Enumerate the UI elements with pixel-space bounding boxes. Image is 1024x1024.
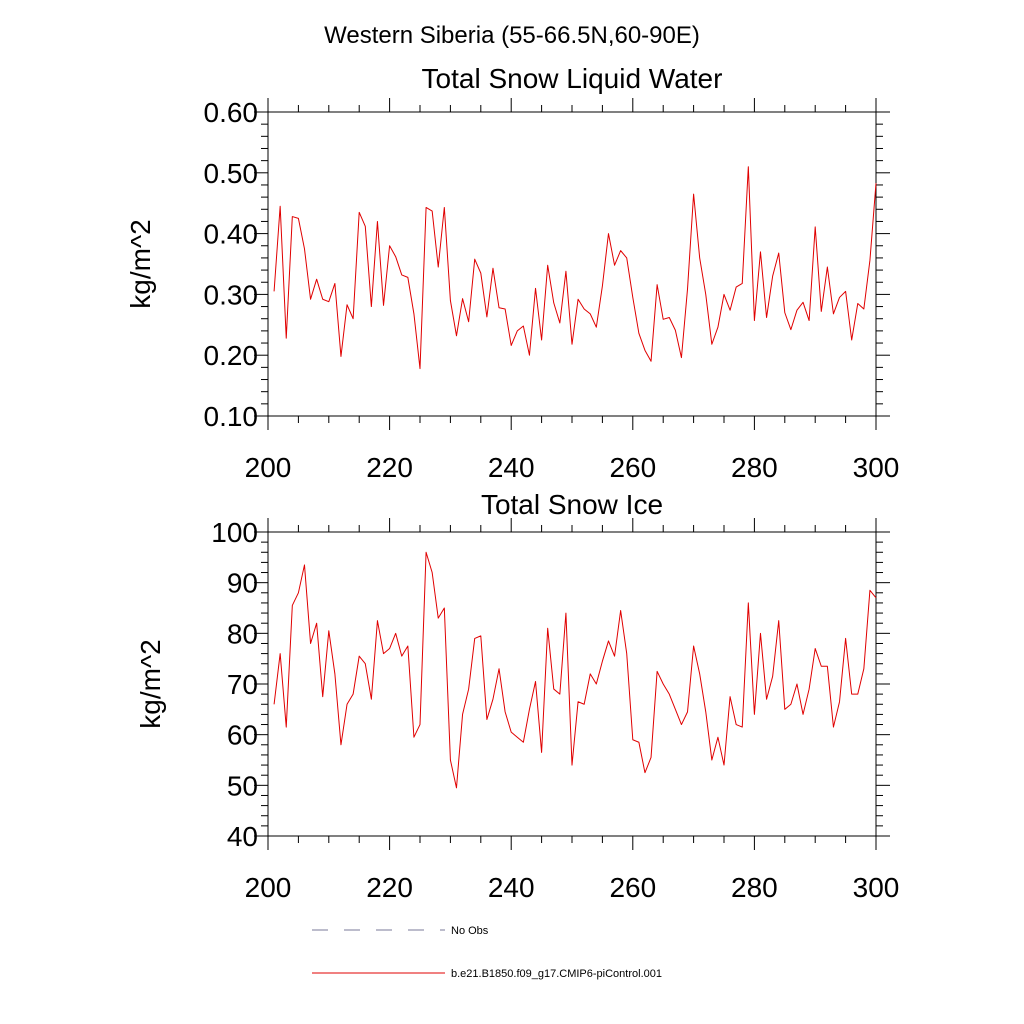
x-tick-label: 200 <box>245 452 292 483</box>
legend-label-model: b.e21.B1850.f09_g17.CMIP6-piControl.001 <box>451 968 662 980</box>
series-line <box>273 166 877 370</box>
y-axis-label: kg/m^2 <box>135 639 166 728</box>
y-tick-label: 40 <box>227 821 258 852</box>
x-tick-label: 300 <box>853 872 900 903</box>
x-tick-label: 240 <box>488 452 535 483</box>
y-tick-label: 70 <box>227 669 258 700</box>
x-tick-label: 240 <box>488 872 535 903</box>
x-tick-label: 260 <box>609 872 656 903</box>
y-tick-label: 0.30 <box>204 279 259 310</box>
plot-title: Total Snow Liquid Water <box>422 63 723 94</box>
plot-frame <box>267 111 877 417</box>
plot-total-snow-liquid-water: Total Snow Liquid Water kg/m^2 200 220 240 26… <box>125 63 899 483</box>
y-tick-label: 100 <box>211 517 258 548</box>
x-tick-label: 280 <box>731 452 778 483</box>
y-axis-label: kg/m^2 <box>125 219 156 308</box>
y-tick-label: 0.60 <box>204 97 259 128</box>
y-tick-label: 60 <box>227 720 258 751</box>
y-tick-label: 90 <box>227 568 258 599</box>
legend-label-no-obs: No Obs <box>451 925 489 937</box>
x-tick-label: 220 <box>366 452 413 483</box>
x-tick-label: 260 <box>609 452 656 483</box>
y-tick-label: 0.20 <box>204 340 259 371</box>
figure-main-title: Western Siberia (55-66.5N,60-90E) <box>324 22 700 49</box>
plot-frame <box>267 531 877 837</box>
x-tick-label: 300 <box>853 452 900 483</box>
x-tick-label: 200 <box>245 872 292 903</box>
y-tick-label: 0.40 <box>204 219 259 250</box>
series-line <box>273 551 877 789</box>
x-tick-label: 220 <box>366 872 413 903</box>
y-tick-label: 0.50 <box>204 158 259 189</box>
y-tick-label: 0.10 <box>204 401 259 432</box>
plot-title: Total Snow Ice <box>481 489 663 520</box>
legend: No Obs b.e21.B1850.f09_g17.CMIP6-piContr… <box>312 925 662 980</box>
y-tick-label: 80 <box>227 618 258 649</box>
x-tick-label: 280 <box>731 872 778 903</box>
y-tick-label: 50 <box>227 770 258 801</box>
plot-total-snow-ice: Total Snow Ice kg/m^2 200 220 240 260 280 300 40… <box>135 489 899 903</box>
